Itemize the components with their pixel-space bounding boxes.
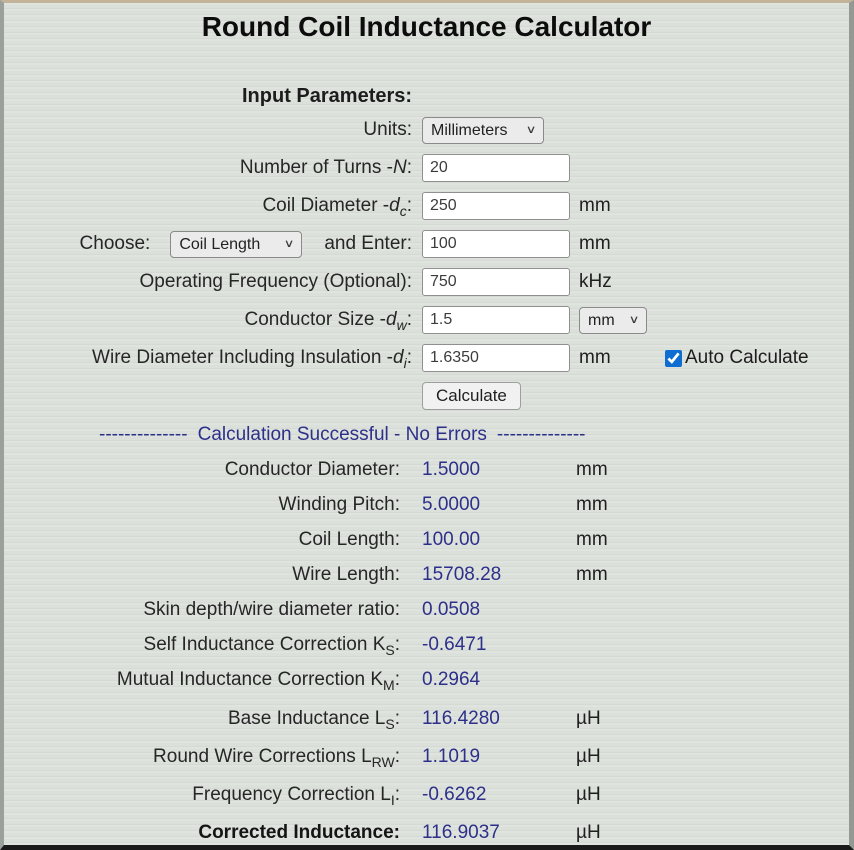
choose-label: Choose: bbox=[79, 233, 151, 254]
result-row: Mutual Inductance Correction KM: 0.2964 bbox=[4, 662, 849, 697]
coil-diameter-unit-label: mm bbox=[579, 195, 611, 216]
result-value: 116.9037 bbox=[422, 822, 500, 843]
result-row: Self Inductance Correction KS: -0.6471 bbox=[4, 627, 849, 662]
result-unit: mm bbox=[576, 528, 608, 550]
turns-row: Number of Turns - N: bbox=[4, 149, 849, 187]
conductor-size-label: Conductor Size - dw: bbox=[244, 309, 413, 333]
coil-diameter-row: Coil Diameter - dc: mm bbox=[4, 187, 849, 225]
calculate-button-row: Calculate bbox=[4, 377, 849, 415]
and-enter-label: and Enter: bbox=[324, 233, 412, 254]
result-label: Corrected Inductance: bbox=[198, 822, 400, 843]
result-row: Round Wire Corrections LRW: 1.1019 µH bbox=[4, 738, 849, 776]
conductor-size-input[interactable] bbox=[422, 306, 570, 334]
result-label: Base Inductance LS: bbox=[227, 708, 400, 732]
result-value: 15708.28 bbox=[422, 563, 502, 585]
result-label: Frequency Correction LI: bbox=[192, 784, 400, 808]
result-row: Winding Pitch: 5.0000 mm bbox=[4, 487, 849, 522]
choose-row: Choose: Coil Length and Enter: mm bbox=[4, 225, 849, 263]
coil-diameter-label: Coil Diameter - dc: bbox=[262, 195, 412, 219]
result-label: Wire Length: bbox=[292, 563, 400, 585]
result-label: Self Inductance Correction KS: bbox=[143, 633, 400, 658]
conductor-unit-select-wrap: mm bbox=[579, 306, 647, 334]
input-parameters-heading: Input Parameters: bbox=[242, 85, 413, 107]
auto-calculate-group: Auto Calculate bbox=[665, 347, 809, 369]
conductor-unit-select[interactable]: mm bbox=[579, 306, 647, 334]
result-value: 0.0508 bbox=[422, 598, 481, 620]
choose-select[interactable]: Coil Length bbox=[170, 230, 303, 258]
result-unit: µH bbox=[576, 708, 601, 729]
enter-value-input[interactable] bbox=[422, 230, 570, 258]
choose-select-wrap: Coil Length bbox=[170, 230, 303, 258]
result-value: 1.5000 bbox=[422, 458, 481, 480]
frequency-unit-label: kHz bbox=[579, 271, 612, 292]
result-value: 116.4280 bbox=[422, 708, 500, 729]
turns-label: Number of Turns - N: bbox=[239, 157, 412, 178]
enter-value-unit-label: mm bbox=[579, 233, 611, 254]
result-label: Skin depth/wire diameter ratio: bbox=[143, 598, 400, 620]
result-row: Base Inductance LS: 116.4280 µH bbox=[4, 700, 849, 738]
units-row: Units: Millimeters bbox=[4, 111, 849, 149]
result-unit: µH bbox=[576, 746, 601, 767]
page-title: Round Coil Inductance Calculator bbox=[201, 11, 652, 42]
calculate-button[interactable]: Calculate bbox=[422, 382, 521, 410]
wire-diameter-row: Wire Diameter Including Insulation - di:… bbox=[4, 339, 849, 377]
result-unit: mm bbox=[576, 458, 608, 480]
result-label: Winding Pitch: bbox=[278, 493, 400, 515]
coil-diameter-input[interactable] bbox=[422, 192, 570, 220]
result-label: Conductor Diameter: bbox=[224, 458, 400, 480]
status-dashes-left: -------------- bbox=[99, 424, 188, 445]
units-label: Units: bbox=[363, 119, 412, 140]
result-row: Wire Length: 15708.28 mm bbox=[4, 557, 849, 592]
frequency-label: Operating Frequency (Optional): bbox=[139, 271, 412, 292]
result-value: -0.6262 bbox=[422, 784, 487, 805]
result-value: 0.2964 bbox=[422, 668, 481, 690]
choose-label-group: Choose: Coil Length and Enter: bbox=[4, 230, 416, 258]
status-dashes-right: -------------- bbox=[496, 424, 586, 445]
units-select-wrap: Millimeters bbox=[422, 116, 544, 144]
status-message: -------------- Calculation Successful - … bbox=[99, 423, 849, 447]
wire-diameter-unit-label: mm bbox=[579, 347, 611, 368]
result-unit: mm bbox=[576, 493, 608, 515]
wire-diameter-label: Wire Diameter Including Insulation - di: bbox=[92, 347, 412, 371]
units-select[interactable]: Millimeters bbox=[422, 116, 544, 144]
results-list: Conductor Diameter: 1.5000 mm Winding Pi… bbox=[4, 452, 849, 845]
status-text: Calculation Successful - No Errors bbox=[197, 424, 487, 445]
result-value: 5.0000 bbox=[422, 493, 481, 515]
auto-calculate-label: Auto Calculate bbox=[685, 347, 809, 368]
result-label: Coil Length: bbox=[298, 528, 400, 550]
result-row: Corrected Inductance: 116.9037 µH bbox=[4, 814, 849, 845]
result-unit: µH bbox=[576, 784, 601, 805]
result-value: 1.1019 bbox=[422, 746, 481, 767]
result-label: Mutual Inductance Correction KM: bbox=[116, 668, 400, 693]
result-row: Coil Length: 100.00 mm bbox=[4, 522, 849, 557]
result-unit: mm bbox=[576, 563, 608, 585]
auto-calculate-checkbox[interactable] bbox=[665, 349, 682, 367]
result-label: Round Wire Corrections LRW: bbox=[153, 746, 400, 770]
turns-input[interactable] bbox=[422, 154, 570, 182]
frequency-input[interactable] bbox=[422, 268, 570, 296]
result-row: Skin depth/wire diameter ratio: 0.0508 bbox=[4, 592, 849, 627]
result-value: 100.00 bbox=[422, 528, 481, 550]
conductor-size-row: Conductor Size - dw: mm bbox=[4, 301, 849, 339]
result-unit: µH bbox=[576, 822, 601, 843]
result-row: Conductor Diameter: 1.5000 mm bbox=[4, 452, 849, 487]
frequency-row: Operating Frequency (Optional): kHz bbox=[4, 263, 849, 301]
result-row: Frequency Correction LI: -0.6262 µH bbox=[4, 776, 849, 814]
wire-diameter-input[interactable] bbox=[422, 344, 570, 372]
result-value: -0.6471 bbox=[422, 633, 487, 655]
